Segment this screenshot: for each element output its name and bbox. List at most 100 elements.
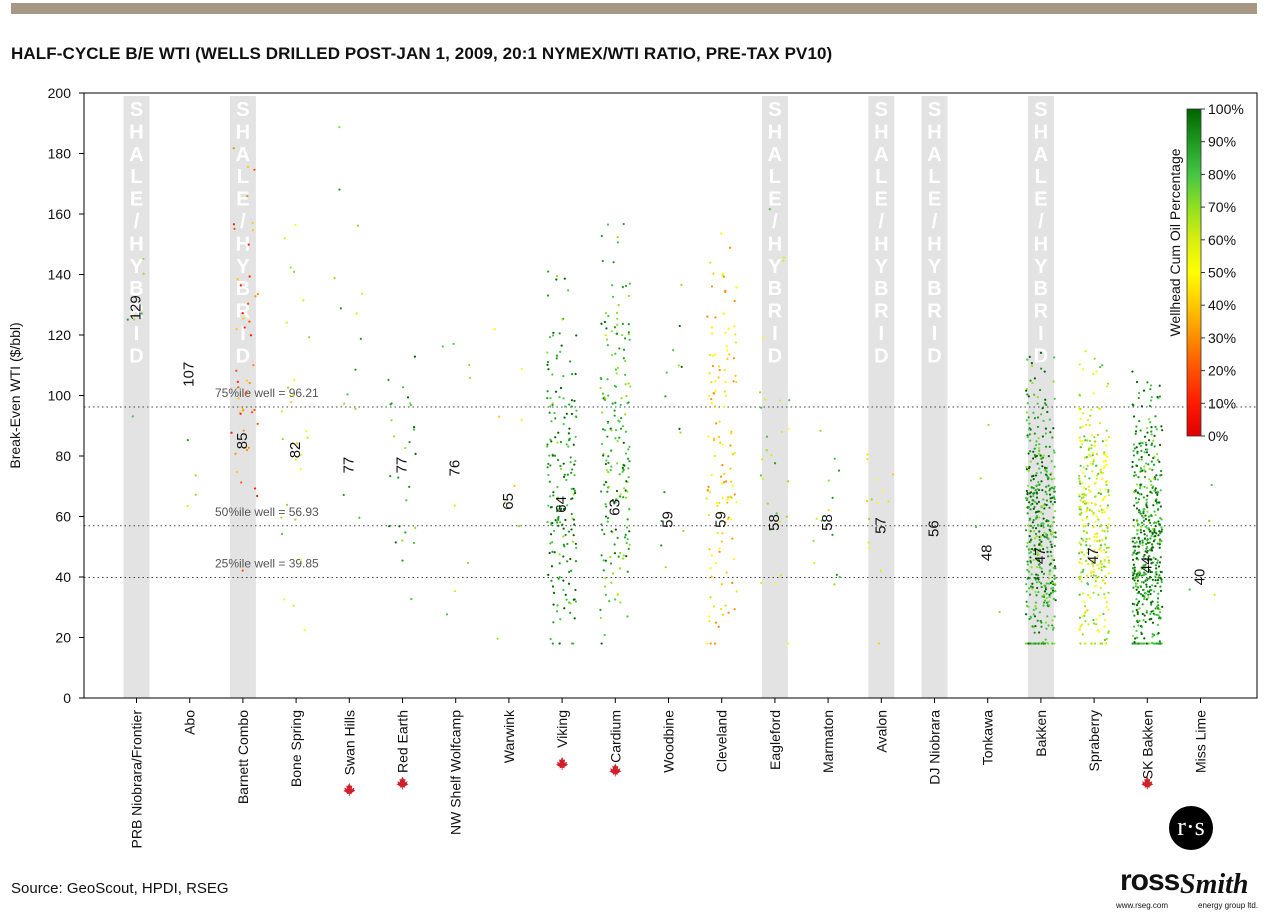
well-point [1134, 545, 1137, 548]
well-point [727, 611, 730, 614]
well-point [1213, 593, 1216, 597]
well-point [718, 420, 721, 423]
maple-leaf-shape [396, 776, 409, 790]
well-point [1146, 577, 1149, 581]
well-point [710, 554, 713, 557]
well-point [1093, 436, 1096, 439]
well-point [1159, 489, 1162, 492]
well-point [1044, 398, 1047, 401]
well-point [520, 367, 523, 370]
well-point [604, 593, 608, 596]
well-point [1035, 440, 1038, 443]
well-point [787, 427, 790, 430]
well-point [551, 550, 554, 553]
well-point [1159, 589, 1163, 592]
well-point [573, 474, 576, 477]
colorbar-tick-label: 0% [1208, 428, 1228, 444]
well-point [1085, 531, 1089, 534]
well-point [728, 353, 731, 356]
shale-band-letter: Y [768, 256, 782, 278]
well-point [1029, 616, 1033, 619]
well-point [575, 546, 578, 549]
well-point [1140, 566, 1143, 569]
well-point [468, 376, 472, 379]
well-point [623, 337, 627, 340]
well-point [622, 222, 625, 226]
well-point [1137, 558, 1140, 561]
well-point [1078, 552, 1081, 555]
well-point [1136, 579, 1139, 582]
y-tick-label: 200 [48, 85, 72, 101]
well-point [1048, 595, 1051, 598]
scatter-points [126, 126, 1216, 645]
well-point [613, 552, 617, 555]
well-point [706, 642, 709, 645]
well-point [600, 442, 604, 446]
well-point [1034, 604, 1037, 608]
well-point [1036, 551, 1039, 554]
well-point [1160, 518, 1163, 521]
well-point [625, 541, 628, 545]
well-point [248, 381, 251, 385]
well-point [1142, 519, 1146, 523]
well-point [611, 295, 615, 298]
well-point [1040, 621, 1043, 624]
well-point [621, 333, 624, 337]
well-point [1090, 570, 1093, 573]
well-point [1040, 585, 1043, 589]
well-point [294, 458, 297, 461]
well-point [879, 569, 883, 572]
well-point [1026, 358, 1029, 361]
well-point [601, 428, 605, 431]
well-point [243, 326, 246, 329]
well-point [600, 411, 604, 414]
well-point [600, 642, 603, 645]
well-point [1079, 625, 1082, 628]
well-point [1041, 641, 1045, 644]
well-point [1095, 536, 1099, 539]
well-point [563, 416, 566, 419]
well-point [1143, 596, 1146, 599]
well-point [718, 368, 721, 372]
well-point [1131, 537, 1134, 540]
well-point [1091, 470, 1094, 473]
well-point [559, 618, 562, 621]
well-point [1146, 381, 1149, 384]
well-point [1148, 404, 1151, 408]
well-point [679, 431, 682, 434]
well-point [607, 394, 610, 397]
well-point [1131, 465, 1134, 468]
well-point [1091, 565, 1095, 568]
well-point [1140, 521, 1144, 524]
well-point [1037, 543, 1041, 546]
well-point [1156, 578, 1160, 582]
well-point [1043, 466, 1047, 469]
well-point [551, 541, 554, 544]
well-point [1036, 487, 1039, 491]
median-label: 58 [819, 514, 836, 531]
well-point [1134, 432, 1137, 436]
well-point [1033, 631, 1036, 634]
well-point [717, 376, 720, 379]
well-point [1035, 472, 1038, 475]
y-tick-label: 140 [48, 267, 72, 283]
well-point [1135, 556, 1138, 560]
well-point [1103, 593, 1106, 596]
shale-band [868, 96, 895, 698]
well-point [785, 515, 788, 518]
well-point [1135, 464, 1139, 468]
well-point [611, 572, 615, 575]
well-point [614, 428, 618, 432]
well-point [1133, 549, 1137, 552]
well-point [140, 312, 143, 315]
well-point [723, 390, 726, 393]
well-point [1034, 511, 1038, 514]
well-point [1032, 491, 1036, 495]
well-point [1150, 543, 1154, 546]
well-point [555, 278, 558, 281]
shale-band-letter: Y [875, 256, 889, 278]
well-point [299, 558, 303, 562]
well-point [613, 543, 616, 546]
well-point [551, 373, 554, 376]
well-point [627, 331, 630, 334]
